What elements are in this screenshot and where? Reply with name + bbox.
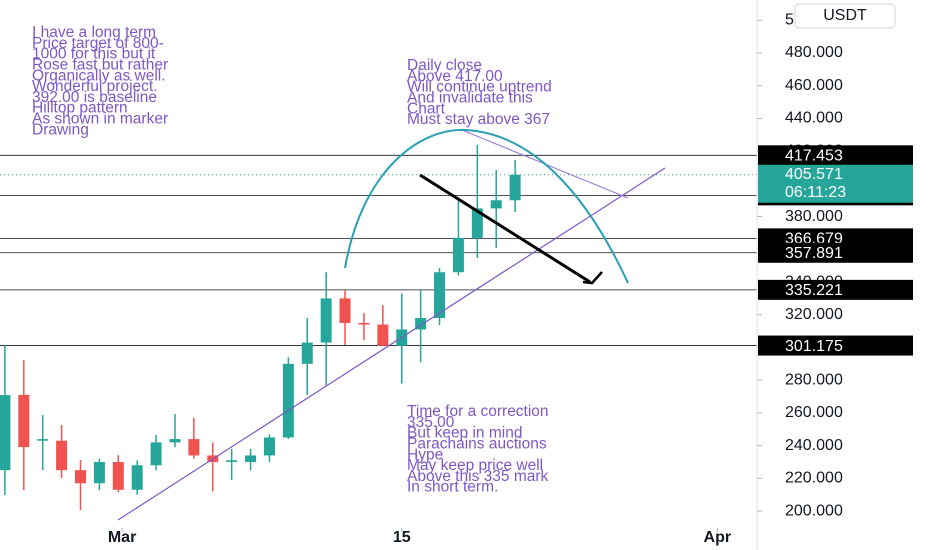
annotation-line: Must stay above 367 <box>407 111 550 128</box>
candle-body <box>188 439 200 456</box>
candle-body <box>74 470 86 484</box>
candle-body <box>93 461 105 484</box>
candle-body <box>56 440 68 471</box>
annotation-line: Daily close <box>407 57 482 74</box>
hilltop-arc <box>344 128 629 284</box>
currency-box[interactable] <box>794 3 896 29</box>
price-labels: 417.453392.993366.679357.891335.221301.1… <box>758 145 913 356</box>
currency[interactable]: USDT <box>823 7 867 24</box>
candle-body <box>169 439 181 443</box>
candle-body <box>434 272 446 319</box>
annotation-line: 392.00 is baseline <box>32 89 157 106</box>
y-tick-label: 380.000 <box>785 208 843 225</box>
candle-body <box>471 208 483 238</box>
annotation-line: Chart <box>407 100 446 117</box>
price-label: 335.221 <box>785 282 843 299</box>
annotation-line: Organically as well. <box>32 67 166 84</box>
y-tick-label: 280.000 <box>785 371 843 388</box>
candle-body <box>37 439 49 441</box>
annotation-line: Rose fast but rather <box>32 56 168 73</box>
candle-body <box>509 174 521 201</box>
price-label-box <box>758 279 913 300</box>
price-label-box <box>758 335 913 356</box>
price-label: 357.891 <box>785 245 843 262</box>
annotation-line: 1000 for this but it <box>32 46 156 63</box>
annotation-line: Price target of 800- <box>32 35 164 52</box>
y-tick-label: 260.000 <box>785 404 843 421</box>
last-price-label: 405.571 <box>785 166 843 183</box>
last-price-box <box>758 164 913 203</box>
candle-body <box>320 298 332 343</box>
y-tick-label: 240.000 <box>785 437 843 454</box>
annotation-line: Time for a correction <box>407 403 549 420</box>
annotation-line: Above 417.00 <box>407 68 503 85</box>
x-tick-label: Mar <box>108 529 136 546</box>
annotation-line: Drawing <box>32 121 89 138</box>
candle-body <box>415 318 427 330</box>
candle-body <box>263 437 275 456</box>
annotation-line: Parachains auctions <box>407 435 547 452</box>
candle-body <box>452 237 464 273</box>
annotation-line: Above this 335 mark <box>407 468 549 485</box>
price-label-box <box>758 145 913 166</box>
annotation-line: Hilltop pattern <box>32 100 128 117</box>
candle-body <box>150 442 162 466</box>
candle-body <box>377 324 389 346</box>
candle-body <box>339 298 351 323</box>
candle-body <box>112 461 124 490</box>
annotation-line: And invalidate this <box>407 89 533 106</box>
x-tick-label: Apr <box>704 529 732 546</box>
arrow-head <box>582 271 603 285</box>
candle-body <box>226 460 238 462</box>
annotation-line: As shown in marker <box>32 110 168 127</box>
candle-body <box>131 465 143 490</box>
price-label-box <box>758 242 913 263</box>
y-tick-label: 220.000 <box>785 470 843 487</box>
annotation-line: I have a long term <box>32 24 156 41</box>
y-tick-label: 200.000 <box>785 502 843 519</box>
y-tick-label: 480.000 <box>785 44 843 61</box>
annotation-line: Hype <box>407 446 443 463</box>
annotation-line: May keep price well <box>407 457 543 474</box>
countdown: 06:11:23 <box>785 184 846 201</box>
candle-body <box>301 342 313 364</box>
drawings <box>117 128 666 521</box>
annotation-line: Wonderful project. <box>32 78 158 95</box>
trend-line <box>117 167 666 521</box>
annotation-line: In short term. <box>407 479 498 496</box>
arrow <box>419 173 591 284</box>
annotation-line: 335.00 <box>407 414 455 431</box>
candle-body <box>18 394 30 448</box>
price-label: 301.175 <box>785 338 843 355</box>
x-tick-label: 15 <box>393 529 411 546</box>
annotation-line: Will continue uptrend <box>407 79 552 96</box>
y-tick-label: 320.000 <box>785 306 843 323</box>
candle-body <box>0 395 11 471</box>
candles <box>0 144 521 511</box>
candle-body <box>282 363 294 438</box>
y-tick-label: 460.000 <box>785 77 843 94</box>
candle-body <box>245 455 257 462</box>
annotation-line: But keep in mind <box>407 425 522 442</box>
candle-body <box>490 200 502 209</box>
y-tick-label: 440.000 <box>785 110 843 127</box>
candle-body <box>358 322 370 325</box>
price-label: 417.453 <box>785 148 843 165</box>
